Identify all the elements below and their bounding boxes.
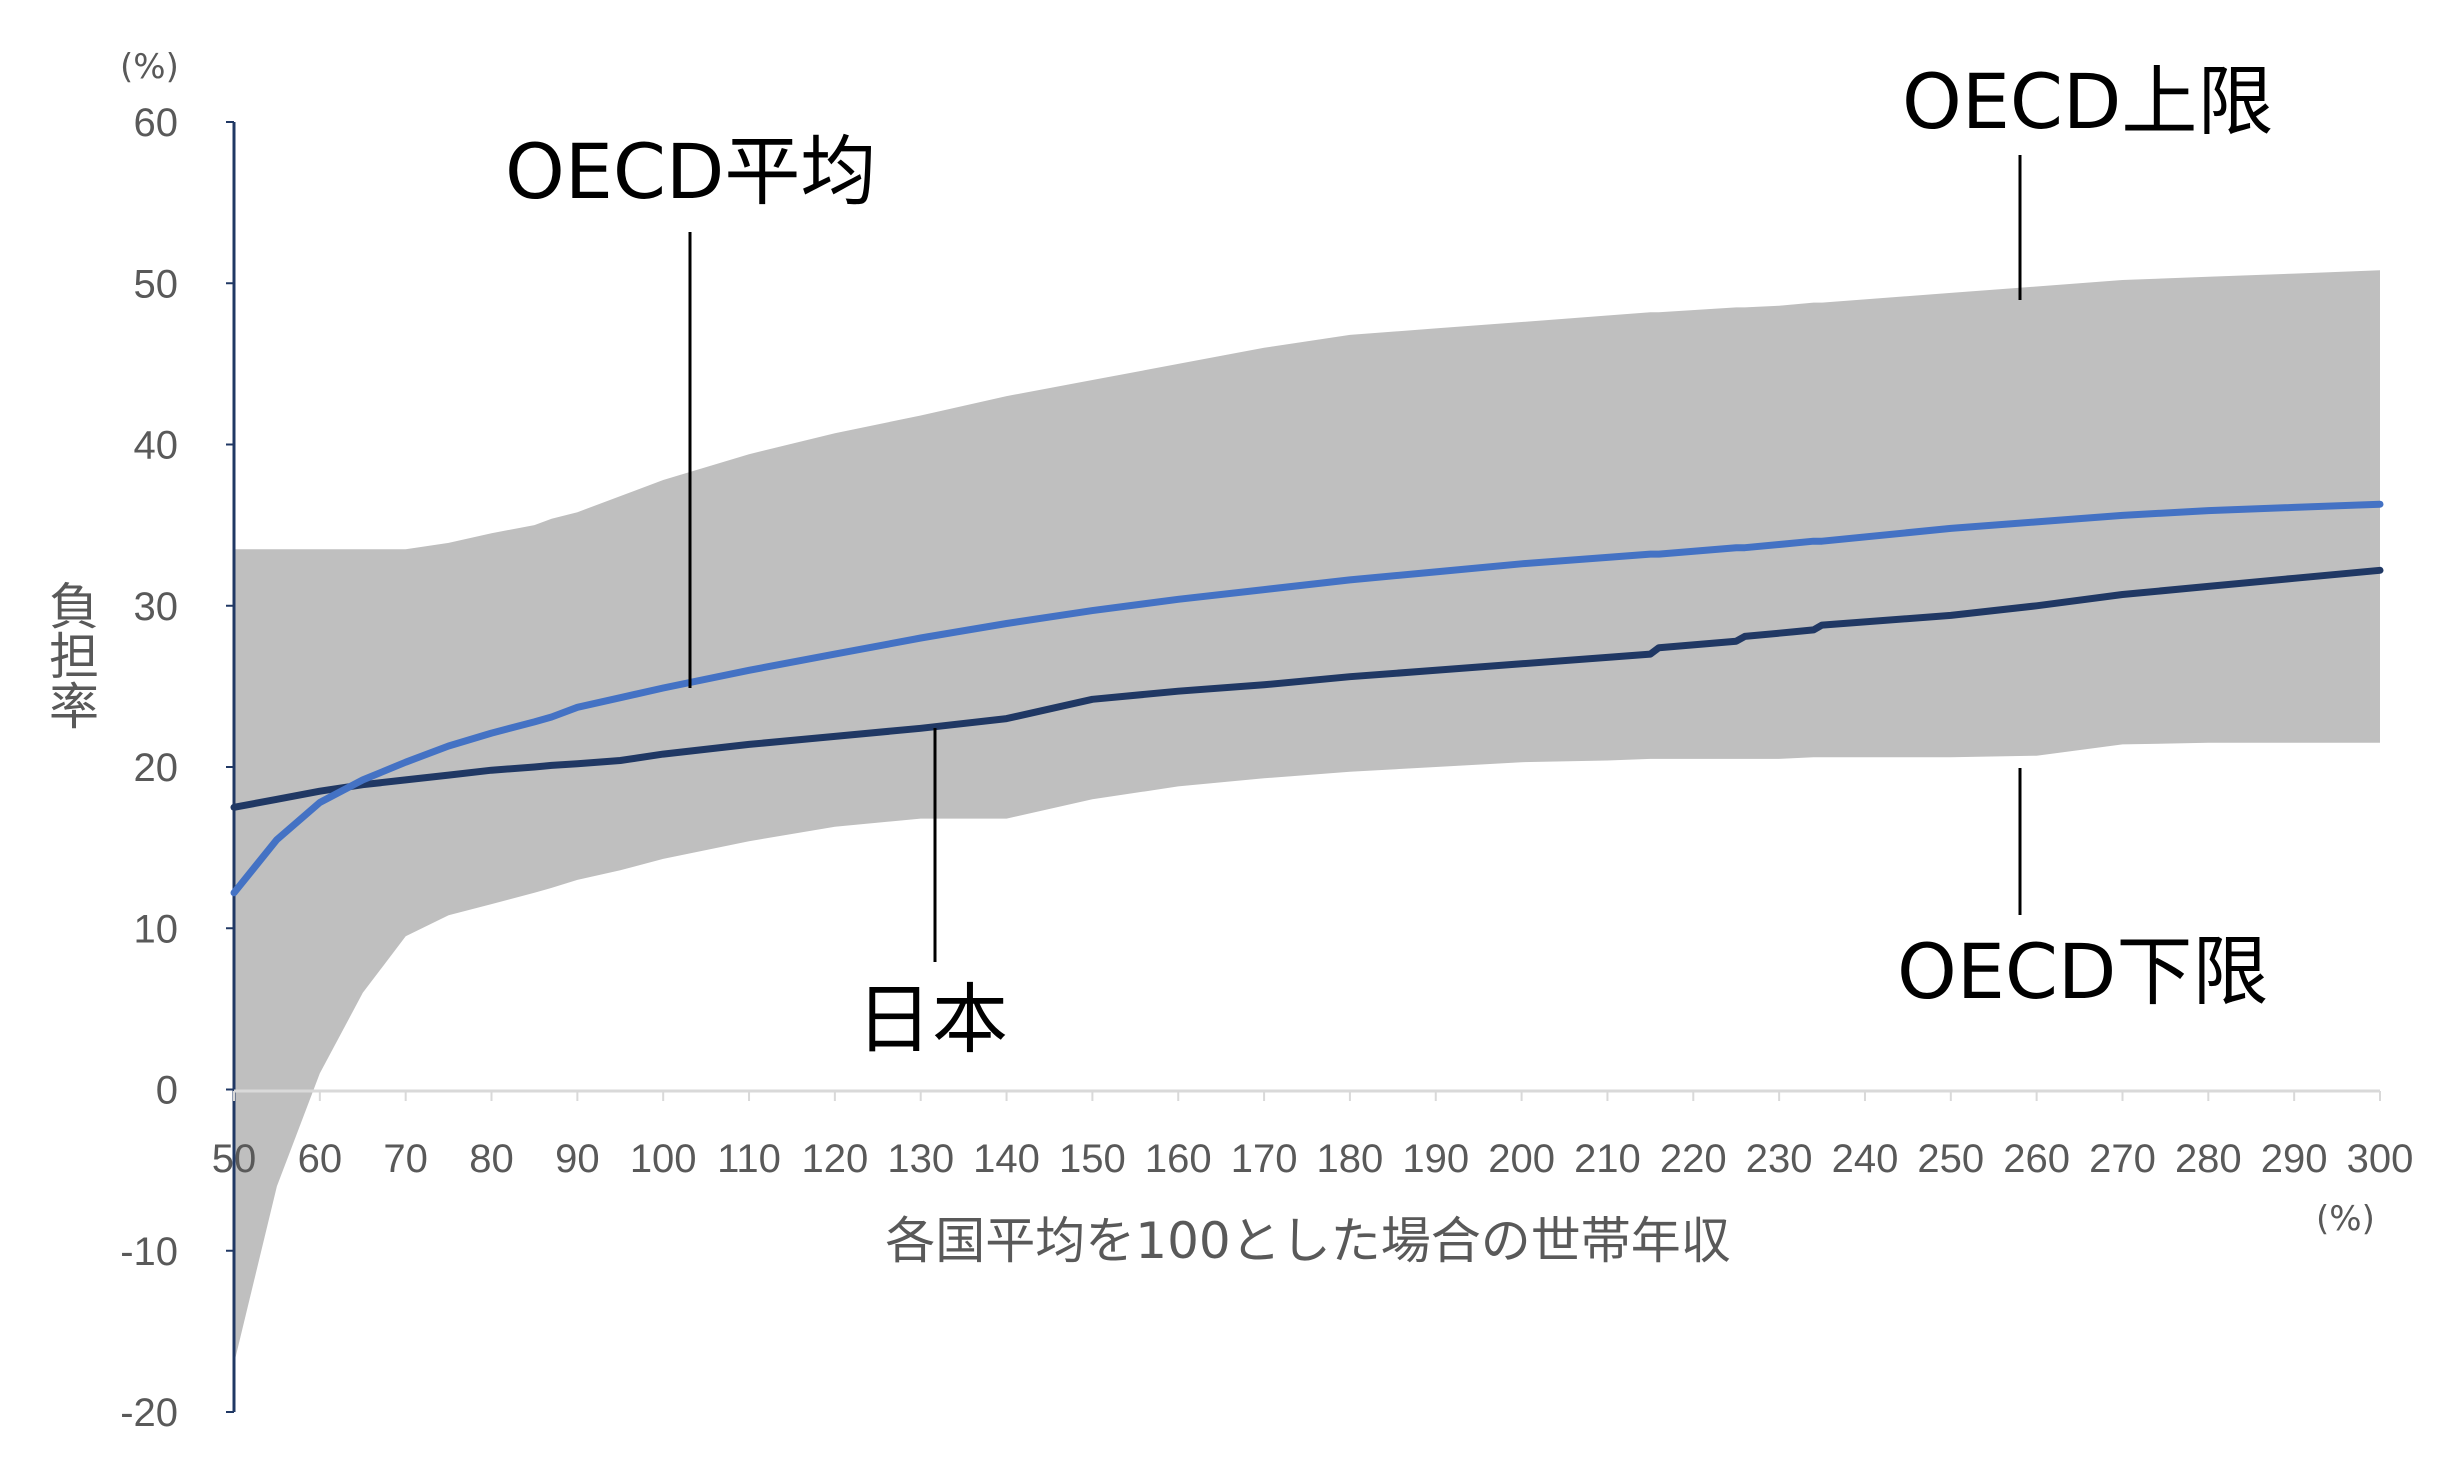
x-tick-label: 240 [1832,1137,1899,1181]
y-tick-label: 60 [134,101,179,145]
x-tick-label: 300 [2347,1137,2414,1181]
y-axis-title: 負担率 [41,580,99,730]
y-ticks: 60 50 40 30 20 10 0 -10 -20 [120,101,234,1435]
x-tick-label: 70 [383,1137,428,1181]
oecd-range-band [234,270,2380,1364]
x-tick-label: 80 [469,1137,514,1181]
x-tick-label: 230 [1746,1137,1813,1181]
y-tick-label: -20 [120,1391,178,1435]
x-tick-label: 250 [1917,1137,1984,1181]
x-tick-label: 200 [1488,1137,1555,1181]
x-ticks: 50 60 70 80 90 100 110 120 130 140 150 160 170 180 190… [212,1091,2414,1181]
x-tick-label: 180 [1317,1137,1384,1181]
x-unit-label: (%) [2316,1199,2375,1239]
x-tick-label: 270 [2089,1137,2156,1181]
x-tick-label: 290 [2261,1137,2328,1181]
x-tick-label: 100 [630,1137,697,1181]
callout-oecd-lower: OECD下限 [1897,927,2268,1016]
x-tick-label: 140 [973,1137,1040,1181]
x-tick-label: 130 [887,1137,954,1181]
callout-japan: 日本 [856,975,1008,1064]
line-japan [230,566,2384,811]
x-tick-label: 60 [298,1137,343,1181]
y-tick-label: 20 [134,746,179,790]
x-tick-label: 150 [1059,1137,1126,1181]
x-tick-label: 220 [1660,1137,1727,1181]
line-oecd-average [230,500,2384,897]
oecd-range-band-layer [234,270,2380,1364]
y-tick-label: 50 [134,262,179,306]
callout-oecd-upper: OECD上限 [1902,57,2273,146]
x-tick-label: 110 [717,1137,781,1181]
y-tick-label: -10 [120,1230,178,1274]
x-tick-label: 210 [1574,1137,1641,1181]
x-tick-label: 280 [2175,1137,2242,1181]
x-tick-label: 260 [2003,1137,2070,1181]
x-axis-title: 各国平均を100とした場合の世帯年収 [885,1212,1730,1270]
x-tick-label: 120 [802,1137,869,1181]
callout-leaders [688,155,2022,962]
y-tick-label: 30 [134,585,179,629]
callout-oecd-average: OECD平均 [505,127,876,216]
x-tick-label: 170 [1231,1137,1298,1181]
y-tick-label: 10 [134,907,179,951]
y-unit-label: (%) [120,47,179,87]
y-axis-title-group: 負担率 [41,580,99,730]
x-tick-label: 90 [555,1137,600,1181]
y-tick-label: 40 [134,424,179,468]
x-tick-label: 160 [1145,1137,1212,1181]
x-tick-label: 190 [1402,1137,1469,1181]
x-tick-label: 50 [212,1137,257,1181]
y-tick-label: 0 [156,1069,178,1113]
series-lines [230,500,2384,897]
